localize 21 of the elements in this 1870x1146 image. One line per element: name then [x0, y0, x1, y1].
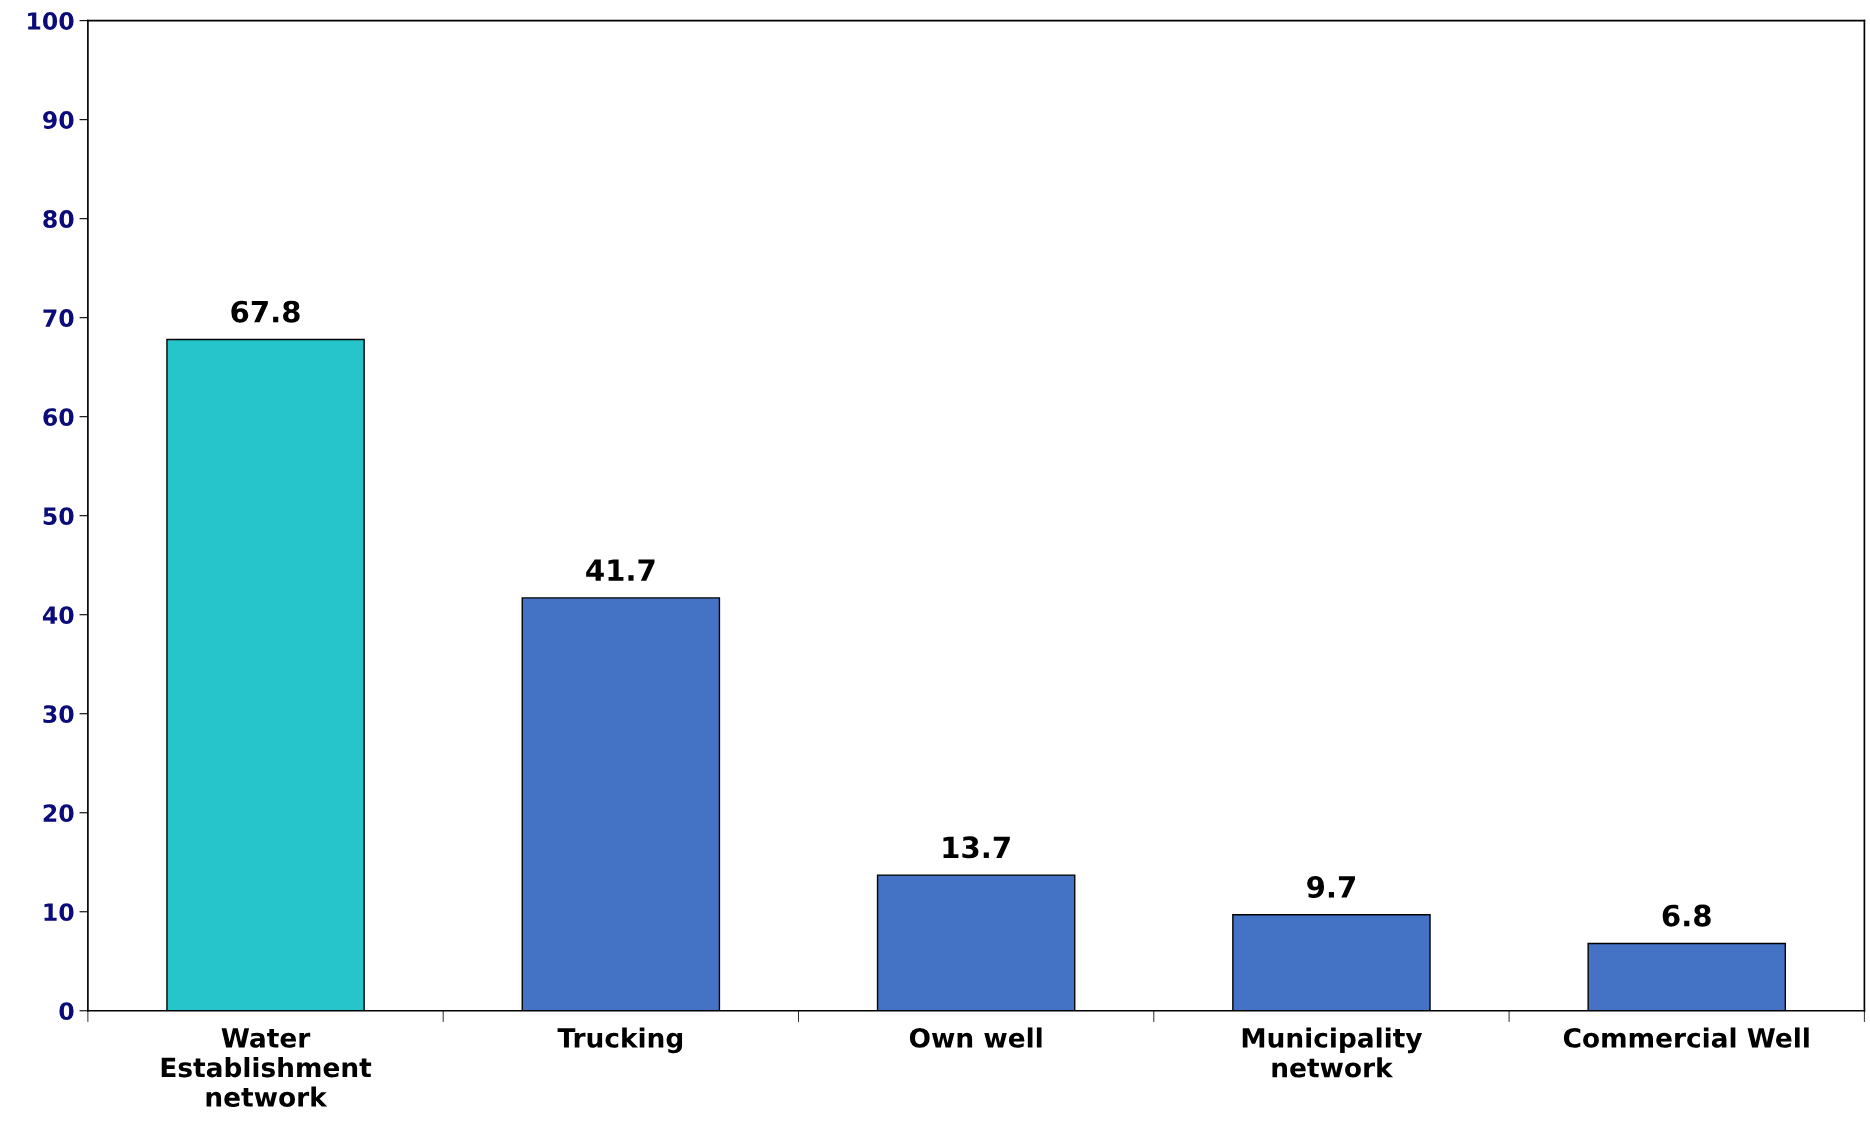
- data-label: 67.8: [231, 300, 300, 323]
- y-tick-label: 40: [42, 606, 74, 625]
- x-tick-label: Water Establishment network: [161, 1028, 372, 1107]
- data-label: 13.7: [943, 836, 1010, 859]
- x-tick-label: Municipality network: [1242, 1027, 1423, 1078]
- y-tick-label: 90: [43, 111, 74, 129]
- data-label: 41.7: [586, 559, 655, 581]
- data-label: 9.7: [1307, 875, 1355, 898]
- y-tick-label: 70: [43, 309, 74, 327]
- y-tick-label: 0: [59, 1002, 74, 1021]
- y-tick-label: 10: [44, 903, 74, 922]
- y-tick-label: 60: [43, 408, 74, 426]
- y-tick-label: 30: [43, 705, 74, 724]
- y-tick-label: 80: [43, 210, 74, 228]
- y-tick-label: 20: [43, 804, 74, 823]
- x-tick-label: Own well: [909, 1027, 1042, 1048]
- y-tick-label: 50: [43, 507, 74, 526]
- data-label: 6.8: [1662, 904, 1711, 927]
- x-tick-label: Commercial Well: [1563, 1027, 1809, 1048]
- x-tick-label: Trucking: [557, 1027, 683, 1054]
- y-tick-label: 100: [28, 12, 74, 30]
